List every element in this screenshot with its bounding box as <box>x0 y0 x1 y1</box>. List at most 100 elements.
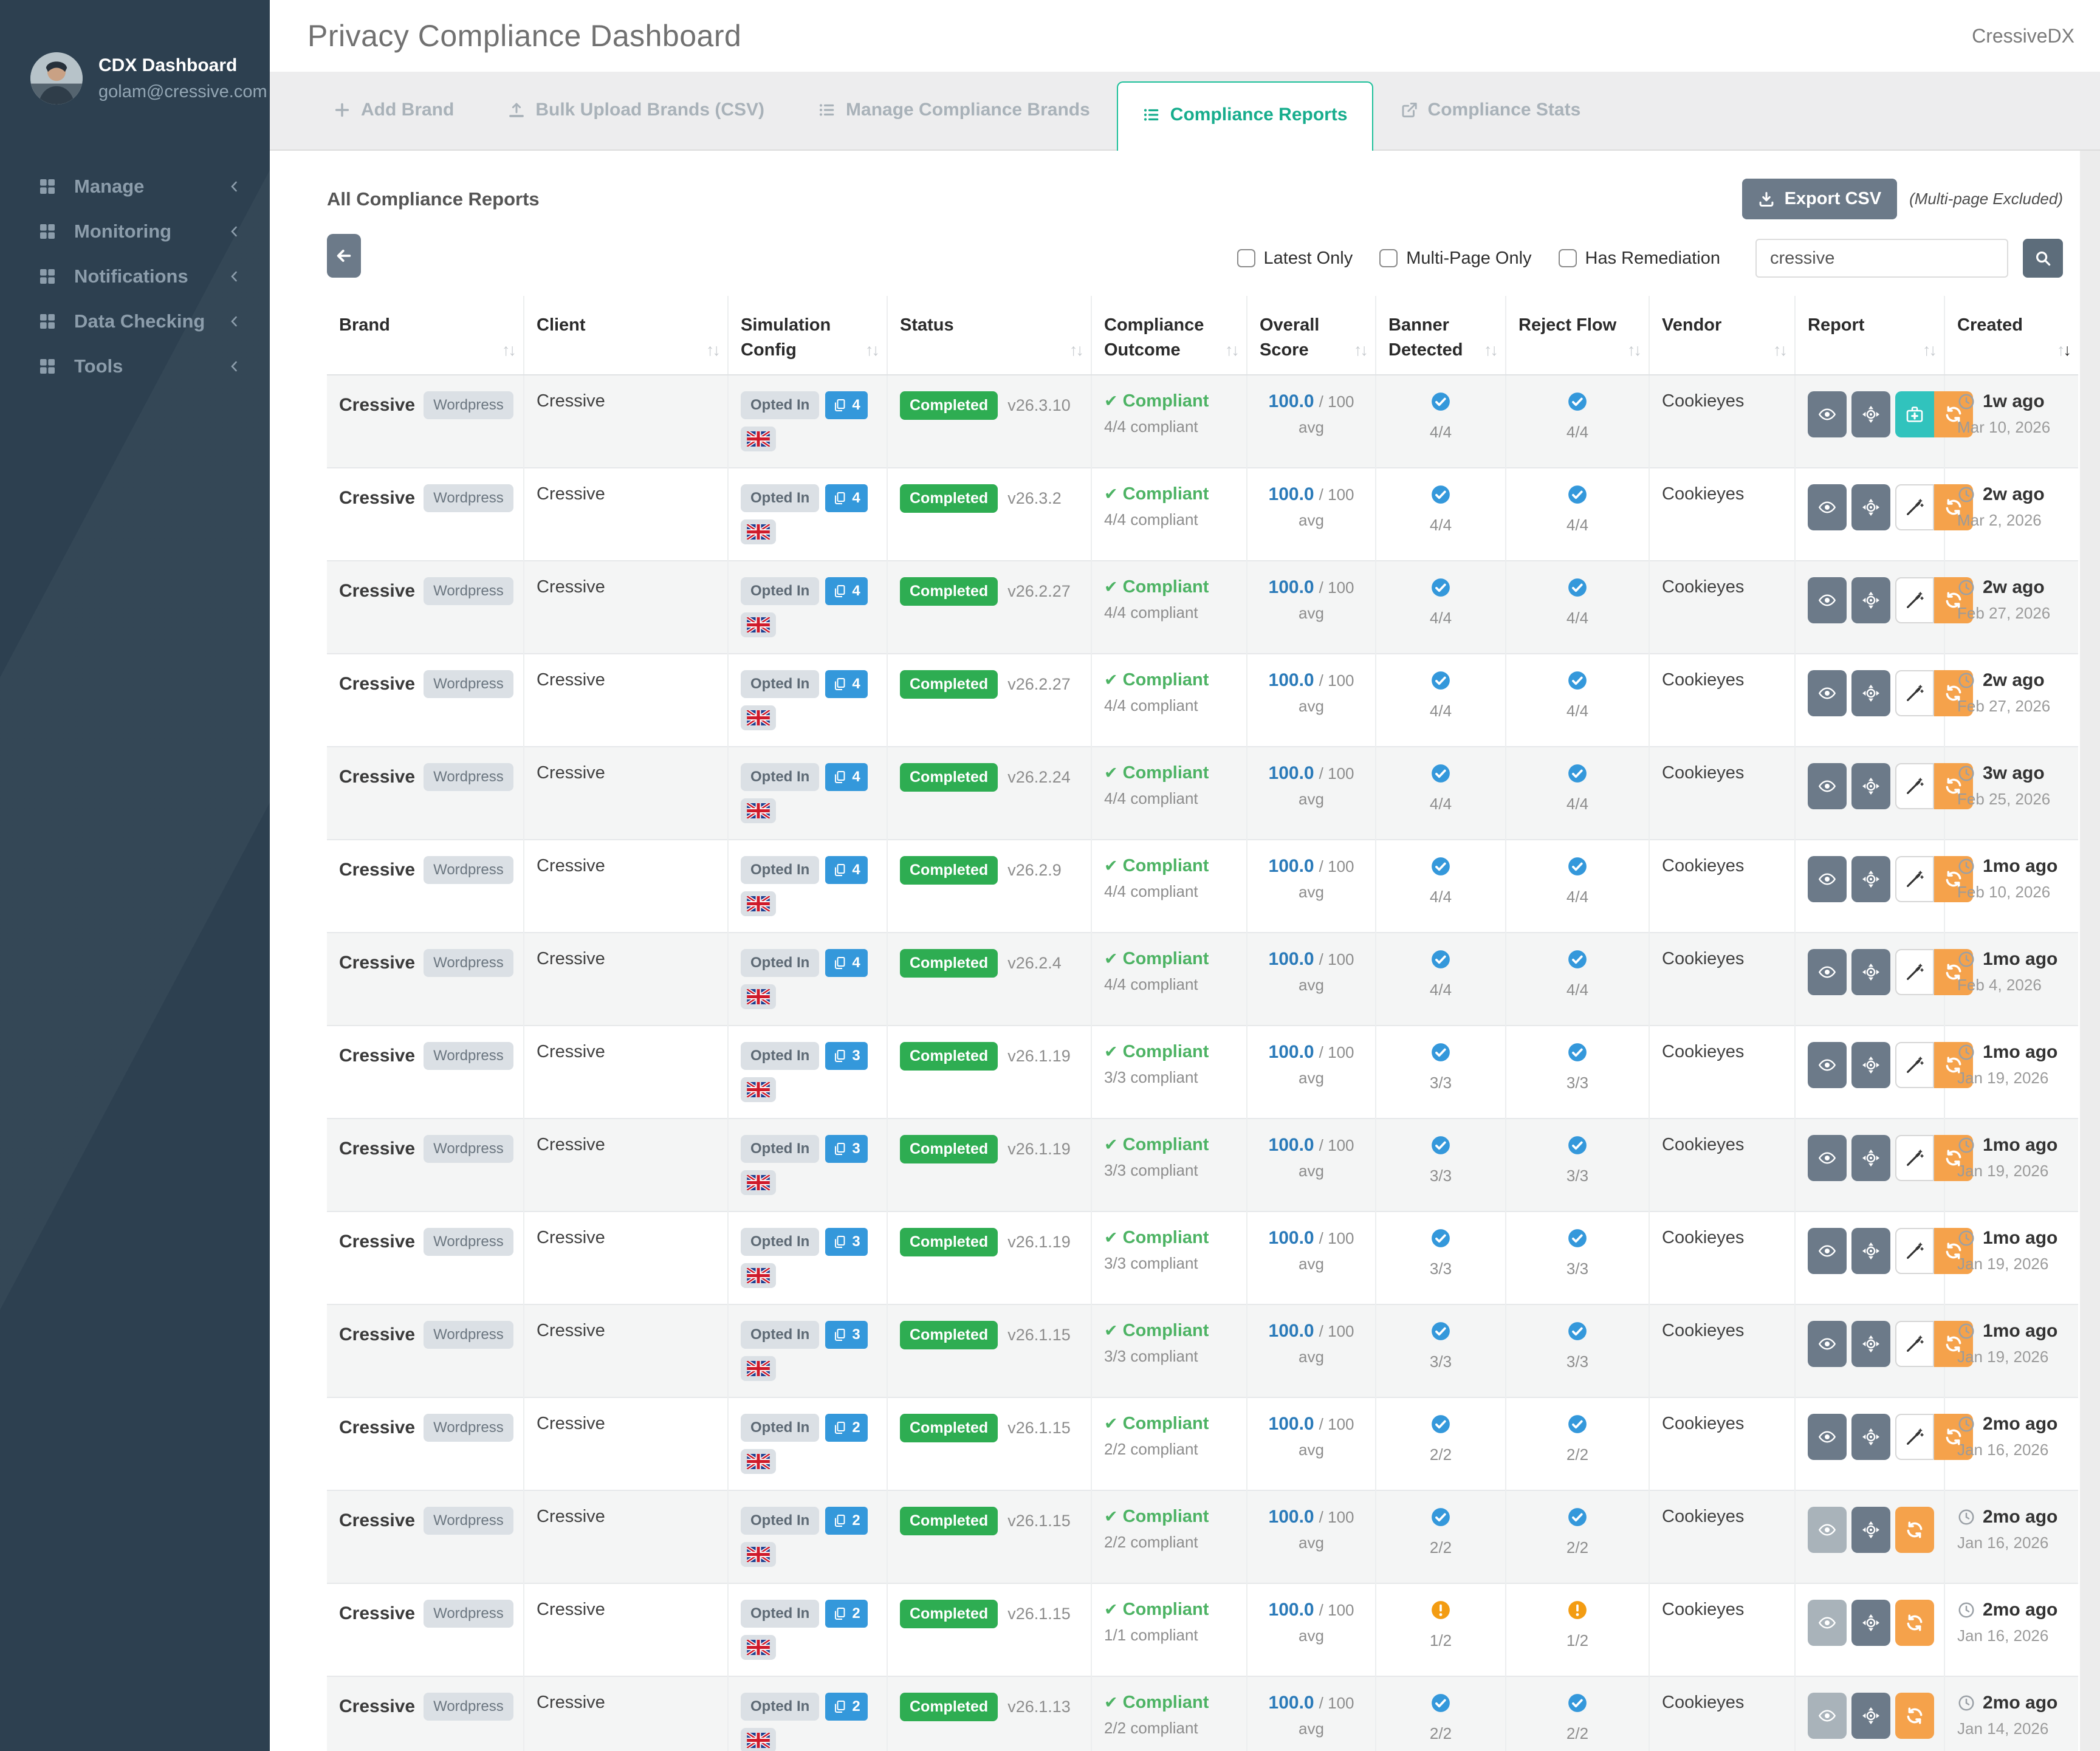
sidebar-item-notifications[interactable]: Notifications <box>0 254 270 299</box>
magic-wand-button[interactable] <box>1895 856 1934 903</box>
crosshair-button[interactable] <box>1851 1135 1890 1182</box>
view-report-button[interactable] <box>1808 1321 1847 1368</box>
view-report-button[interactable] <box>1808 1693 1847 1739</box>
magic-wand-button[interactable] <box>1895 763 1934 810</box>
magic-wand-button[interactable] <box>1895 949 1934 996</box>
outcome-detail: 4/4 compliant <box>1104 789 1198 808</box>
view-report-button[interactable] <box>1808 391 1847 438</box>
magic-wand-button[interactable] <box>1895 1414 1934 1461</box>
crosshair-button[interactable] <box>1851 763 1890 810</box>
magic-wand-button[interactable] <box>1895 1321 1934 1368</box>
tab-manage-compliance-brands[interactable]: Manage Compliance Brands <box>791 100 1117 149</box>
checkbox-multi-page-only[interactable] <box>1379 249 1398 267</box>
column-header-client[interactable]: Client ↑↓ <box>523 296 728 376</box>
column-header-report[interactable]: Report ↑↓ <box>1794 296 1944 376</box>
magic-wand-button[interactable] <box>1895 1135 1934 1182</box>
first-aid-kit-button[interactable] <box>1895 391 1934 438</box>
opted-in-badge: Opted In <box>741 391 820 420</box>
crosshair-button[interactable] <box>1851 1600 1890 1646</box>
column-header-banner-detected[interactable]: Banner Detected ↑↓ <box>1375 296 1506 376</box>
sidebar-item-monitoring[interactable]: Monitoring <box>0 209 270 254</box>
checkbox-latest-only[interactable] <box>1237 249 1255 267</box>
score-average-label: avg <box>1299 1719 1324 1738</box>
crosshair-button[interactable] <box>1851 856 1890 903</box>
opted-in-badge: Opted In <box>741 670 820 699</box>
status-cell: Completed v26.1.13 <box>887 1676 1091 1751</box>
view-report-button[interactable] <box>1808 856 1847 903</box>
crosshair-button[interactable] <box>1851 484 1890 531</box>
sort-icon: ↑↓ <box>502 341 516 360</box>
crosshair-button[interactable] <box>1851 1414 1890 1461</box>
eye-icon <box>1817 1427 1837 1447</box>
search-button[interactable] <box>2023 239 2063 278</box>
magic-wand-button[interactable] <box>1895 577 1934 624</box>
crosshair-button[interactable] <box>1851 1042 1890 1089</box>
view-report-button[interactable] <box>1808 1135 1847 1182</box>
column-header-compliance-outcome[interactable]: Compliance Outcome ↑↓ <box>1091 296 1247 376</box>
view-report-button[interactable] <box>1808 949 1847 996</box>
view-report-button[interactable] <box>1808 670 1847 717</box>
compliance-outcome-cell: ✔ Compliant 2/2 compliant <box>1091 1490 1247 1584</box>
clock-icon <box>1957 1322 1975 1340</box>
column-header-overall-score[interactable]: Overall Score ↑↓ <box>1246 296 1376 376</box>
sidebar-item-manage[interactable]: Manage <box>0 164 270 209</box>
refresh-report-button[interactable] <box>1895 1600 1934 1646</box>
tab-add-brand[interactable]: Add Brand <box>306 100 481 149</box>
view-report-button[interactable] <box>1808 763 1847 810</box>
column-header-created[interactable]: Created ↑↓ <box>1944 296 2078 376</box>
vendor-cell: Cookieyes <box>1649 1583 1795 1677</box>
crosshair-button[interactable] <box>1851 1228 1890 1275</box>
move-icon <box>1861 1148 1881 1168</box>
crosshair-button[interactable] <box>1851 577 1890 624</box>
column-label: Report <box>1808 315 1865 335</box>
report-row: Cressive Wordpress Cressive Opted In 4 Comple… <box>327 560 2078 654</box>
view-report-button[interactable] <box>1808 1600 1847 1646</box>
reject-flow-cell: 4/4 <box>1505 374 1649 468</box>
view-report-button[interactable] <box>1808 484 1847 531</box>
view-report-button[interactable] <box>1808 577 1847 624</box>
view-report-button[interactable] <box>1808 1228 1847 1275</box>
refresh-report-button[interactable] <box>1895 1693 1934 1739</box>
checkbox-has-remediation[interactable] <box>1558 249 1577 267</box>
compliance-outcome-cell: ✔ Compliant 4/4 compliant <box>1091 560 1247 654</box>
column-header-reject-flow[interactable]: Reject Flow ↑↓ <box>1505 296 1649 376</box>
back-button[interactable] <box>327 234 361 278</box>
magic-wand-button[interactable] <box>1895 1042 1934 1089</box>
magic-wand-button[interactable] <box>1895 484 1934 531</box>
view-report-button[interactable] <box>1808 1414 1847 1461</box>
client-cell: Cressive <box>523 1490 728 1584</box>
check-circle-icon <box>1567 856 1588 877</box>
user-email-dropdown[interactable]: golam@cressive.com▾ <box>98 81 267 101</box>
crosshair-button[interactable] <box>1851 1693 1890 1739</box>
refresh-icon <box>1944 962 1963 982</box>
tab-compliance-reports[interactable]: Compliance Reports <box>1116 81 1373 151</box>
sidebar-item-data-checking[interactable]: Data Checking <box>0 299 270 344</box>
magic-wand-button[interactable] <box>1895 670 1934 717</box>
crosshair-button[interactable] <box>1851 949 1890 996</box>
export-csv-button[interactable]: Export CSV <box>1741 179 1898 219</box>
magic-wand-button[interactable] <box>1895 1228 1934 1275</box>
uk-flag-icon <box>741 519 776 545</box>
column-header-status[interactable]: Status ↑↓ <box>887 296 1091 376</box>
column-header-simulation-config[interactable]: Simulation Config ↑↓ <box>727 296 887 376</box>
vendor-cell: Cookieyes <box>1649 560 1795 654</box>
search-input[interactable] <box>1755 239 2008 278</box>
report-row: Cressive Wordpress Cressive Opted In 4 Comple… <box>327 746 2078 840</box>
column-header-brand[interactable]: Brand ↑↓ <box>327 296 524 376</box>
view-report-button[interactable] <box>1808 1042 1847 1089</box>
sidebar-item-tools[interactable]: Tools <box>0 344 270 389</box>
tab-label: Compliance Stats <box>1427 100 1581 120</box>
crosshair-button[interactable] <box>1851 1507 1890 1554</box>
column-header-vendor[interactable]: Vendor ↑↓ <box>1649 296 1795 376</box>
created-relative: 1mo ago <box>1983 856 2058 877</box>
state-fraction: 3/3 <box>1429 1352 1452 1371</box>
tab-bulk-upload-brands-csv[interactable]: Bulk Upload Brands (CSV) <box>481 100 791 149</box>
refresh-report-button[interactable] <box>1895 1507 1934 1554</box>
score-value: 100.0 <box>1268 391 1314 412</box>
crosshair-button[interactable] <box>1851 670 1890 717</box>
tab-compliance-stats[interactable]: Compliance Stats <box>1373 100 1608 149</box>
crosshair-button[interactable] <box>1851 391 1890 438</box>
crosshair-button[interactable] <box>1851 1321 1890 1368</box>
view-report-button[interactable] <box>1808 1507 1847 1554</box>
opted-in-badge: Opted In <box>741 1600 820 1628</box>
